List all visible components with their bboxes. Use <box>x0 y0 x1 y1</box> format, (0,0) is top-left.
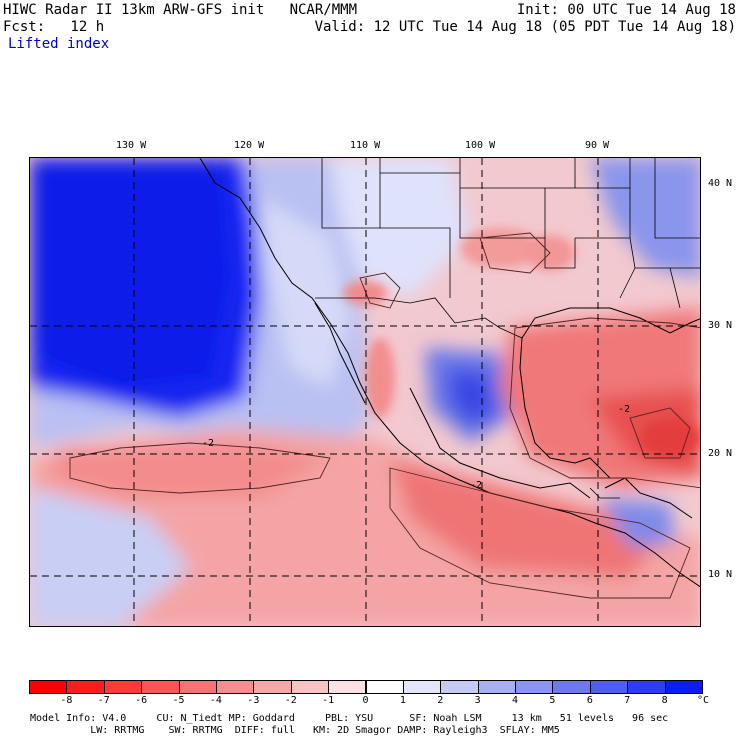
map-plot: -2 -2 -2 <box>29 157 701 627</box>
lon-label-100w: 100 W <box>465 140 496 151</box>
colorbar-tick-label: 1 <box>399 695 406 706</box>
graticule <box>30 158 700 626</box>
colorbar-cell <box>253 680 292 694</box>
colorbar-tick-label: 8 <box>661 695 668 706</box>
contour-labels: -2 -2 -2 <box>202 404 630 491</box>
colorbar-cell <box>515 680 554 694</box>
colorbar-cell <box>552 680 591 694</box>
colorbar-cell <box>402 680 442 694</box>
colorbar-cell <box>29 680 68 694</box>
colorbar <box>29 680 703 694</box>
lon-label-130w: 130 W <box>116 140 147 151</box>
colorbar-tick-label: -5 <box>172 695 185 706</box>
coastlines <box>199 158 700 588</box>
lat-label-30n: 30 N <box>708 320 733 331</box>
colorbar-cell <box>365 680 404 694</box>
colorbar-tick-label: 4 <box>512 695 519 706</box>
lat-label-40n: 40 N <box>708 178 733 189</box>
colorbar-cell <box>215 680 255 694</box>
colorbar-tick-label: 5 <box>549 695 556 706</box>
colorbar-tick-label: -6 <box>135 695 148 706</box>
colorbar-cell <box>141 680 180 694</box>
header-valid-time: Valid: 12 UTC Tue 14 Aug 18 (05 PDT Tue … <box>314 19 736 35</box>
colorbar-tick-label: -4 <box>209 695 222 706</box>
header-title: HIWC Radar II 13km ARW-GFS init NCAR/MMM <box>3 2 358 18</box>
colorbar-cell <box>66 680 105 694</box>
lifted-index-map: -2 -2 -2 <box>30 158 700 626</box>
model-info-line2: LW: RRTMG SW: RRTMG DIFF: full KM: 2D Sm… <box>30 725 560 736</box>
colorbar-tick-label: 2 <box>437 695 444 706</box>
contours <box>69 232 700 599</box>
colorbar-cell <box>664 680 703 694</box>
colorbar-tick-label: 3 <box>474 695 481 706</box>
field-name: Lifted index <box>8 36 110 52</box>
colorbar-tick-label: 7 <box>624 695 631 706</box>
colorbar-cell <box>290 680 330 694</box>
lat-label-10n: 10 N <box>708 569 733 580</box>
colorbar-tick-label: -2 <box>284 695 297 706</box>
contour-label: -2 <box>618 404 630 415</box>
colorbar-cell <box>178 680 217 694</box>
lon-label-120w: 120 W <box>234 140 265 151</box>
colorbar-cell <box>627 680 666 694</box>
colorbar-cell <box>477 680 517 694</box>
colorbar-tick-label: -7 <box>97 695 110 706</box>
contour-label: -2 <box>202 438 214 449</box>
model-info-line1: Model Info: V4.0 CU: N_Tiedt MP: Goddard… <box>30 713 669 724</box>
colorbar-cell <box>103 680 143 694</box>
colorbar-unit: °C <box>696 695 710 706</box>
header-init-time: Init: 00 UTC Tue 14 Aug 18 <box>516 2 736 18</box>
colorbar-cell <box>589 680 629 694</box>
lat-label-20n: 20 N <box>708 448 733 459</box>
colorbar-tick-label: 0 <box>362 695 369 706</box>
contour-label: -2 <box>470 480 482 491</box>
borders <box>315 158 700 499</box>
shading-layer <box>30 158 700 626</box>
lon-label-110w: 110 W <box>350 140 381 151</box>
header-forecast-hour: Fcst: 12 h <box>3 19 105 35</box>
colorbar-tick-label: -3 <box>247 695 260 706</box>
lon-label-90w: 90 W <box>585 140 610 151</box>
colorbar-tick-label: -8 <box>60 695 73 706</box>
colorbar-tick-label: 6 <box>586 695 593 706</box>
colorbar-cell <box>328 680 367 694</box>
colorbar-tick-label: -1 <box>322 695 335 706</box>
colorbar-cell <box>440 680 479 694</box>
